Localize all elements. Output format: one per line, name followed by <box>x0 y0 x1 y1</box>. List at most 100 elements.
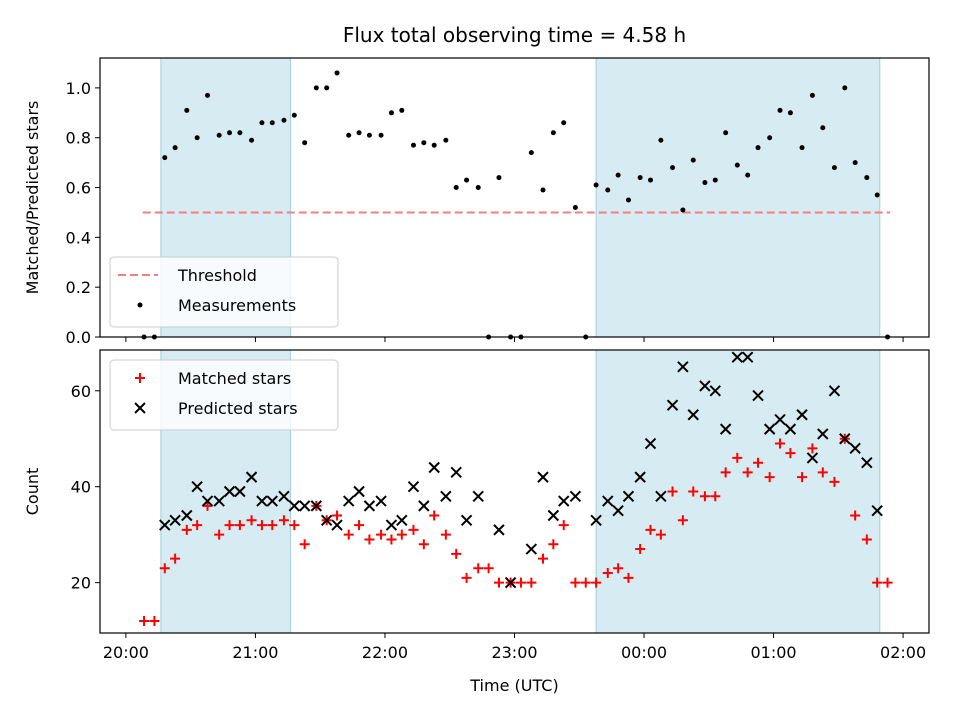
predicted-point <box>677 361 689 373</box>
matched-point <box>278 515 289 526</box>
measurement-point <box>399 107 405 113</box>
matched-point <box>623 572 634 583</box>
measurement-point <box>561 120 567 126</box>
matched-point <box>591 577 602 588</box>
measurement-point <box>734 162 740 168</box>
predicted-point <box>288 500 301 512</box>
matched-point <box>139 616 150 627</box>
measurement-point <box>572 204 578 210</box>
measurement-point <box>712 177 718 183</box>
measurement-point <box>291 112 297 118</box>
matched-point <box>234 520 245 531</box>
measurement-point <box>431 142 437 148</box>
matched-point <box>850 510 861 521</box>
matched-point <box>732 452 743 463</box>
matched-point <box>332 510 343 521</box>
predicted-point <box>493 524 505 536</box>
matched-point <box>613 563 624 574</box>
matched-point <box>408 524 419 535</box>
measurement-point <box>670 165 676 171</box>
measurement-point <box>443 137 449 143</box>
predicted-point <box>440 490 452 503</box>
matched-point <box>224 520 235 531</box>
y-tick-label: 0.6 <box>66 179 91 198</box>
predicted-point <box>828 385 841 397</box>
measurement-point <box>281 117 287 123</box>
predicted-point <box>159 519 171 531</box>
measurement-point <box>648 177 654 183</box>
matched-point <box>429 510 440 521</box>
predicted-point <box>472 490 484 503</box>
matched-point <box>548 539 559 550</box>
matched-point <box>742 467 753 478</box>
predicted-point <box>590 514 602 526</box>
matched-point <box>246 515 257 526</box>
predicted-point <box>699 380 711 392</box>
measurement-point <box>249 137 255 143</box>
matched-point <box>645 524 656 535</box>
measurement-point <box>809 92 815 98</box>
predicted-point <box>655 490 667 503</box>
measurement-point <box>194 135 200 141</box>
legend-measurement-swatch <box>137 302 143 308</box>
predicted-point <box>320 514 333 526</box>
x-tick-label: 22:00 <box>362 643 408 662</box>
predicted-point <box>353 485 365 498</box>
x-tick-label: 00:00 <box>621 643 667 662</box>
measurement-point <box>410 142 416 148</box>
x-tick-label: 21:00 <box>232 643 278 662</box>
measurement-point <box>269 120 275 126</box>
matched-point <box>386 534 397 545</box>
x-tick-label: 20:00 <box>103 643 149 662</box>
matched-point <box>797 472 808 483</box>
measurement-point <box>334 70 340 76</box>
predicted-point <box>169 514 181 526</box>
y-tick-label: 20 <box>71 574 91 593</box>
predicted-point <box>871 504 883 517</box>
matched-point <box>635 544 646 555</box>
measurement-point <box>874 192 880 198</box>
matched-point <box>451 548 462 559</box>
y-tick-label: 40 <box>71 478 91 497</box>
predicted-point <box>407 480 420 493</box>
matched-point <box>376 529 387 540</box>
predicted-point <box>709 385 721 397</box>
predicted-point <box>385 519 398 531</box>
matched-point <box>667 486 678 497</box>
y-axis-label: Matched/Predicted stars <box>23 101 42 295</box>
measurement-point <box>702 180 708 186</box>
matched-point <box>461 572 472 583</box>
matched-point <box>764 472 775 483</box>
predicted-point <box>558 495 570 507</box>
matched-point <box>655 529 666 540</box>
predicted-point <box>331 519 343 531</box>
matched-point <box>364 534 375 545</box>
matched-point <box>289 520 300 531</box>
predicted-point <box>861 457 873 469</box>
predicted-point <box>687 409 699 421</box>
matched-point <box>149 616 160 627</box>
predicted-point <box>191 480 203 493</box>
legend-label: Measurements <box>178 296 296 315</box>
matched-point <box>170 553 181 564</box>
matched-point <box>343 529 354 540</box>
predicted-point <box>256 495 268 507</box>
matched-point <box>720 467 731 478</box>
y-tick-label: 0.0 <box>66 328 91 347</box>
predicted-point <box>634 471 646 483</box>
matched-point <box>418 539 429 550</box>
matched-point <box>256 520 267 531</box>
measurement-point <box>820 125 826 131</box>
predicted-point <box>223 485 236 498</box>
matched-point <box>202 500 213 511</box>
observing-span <box>595 349 881 634</box>
x-axis-label: Time (UTC) <box>469 676 558 695</box>
matched-point <box>580 577 591 588</box>
measurement-point <box>799 145 805 151</box>
matched-point <box>872 577 883 588</box>
matched-point <box>515 577 526 588</box>
measurement-point <box>324 85 330 91</box>
measurement-point <box>680 207 686 213</box>
predicted-point <box>363 500 376 512</box>
predicted-point <box>784 423 797 435</box>
